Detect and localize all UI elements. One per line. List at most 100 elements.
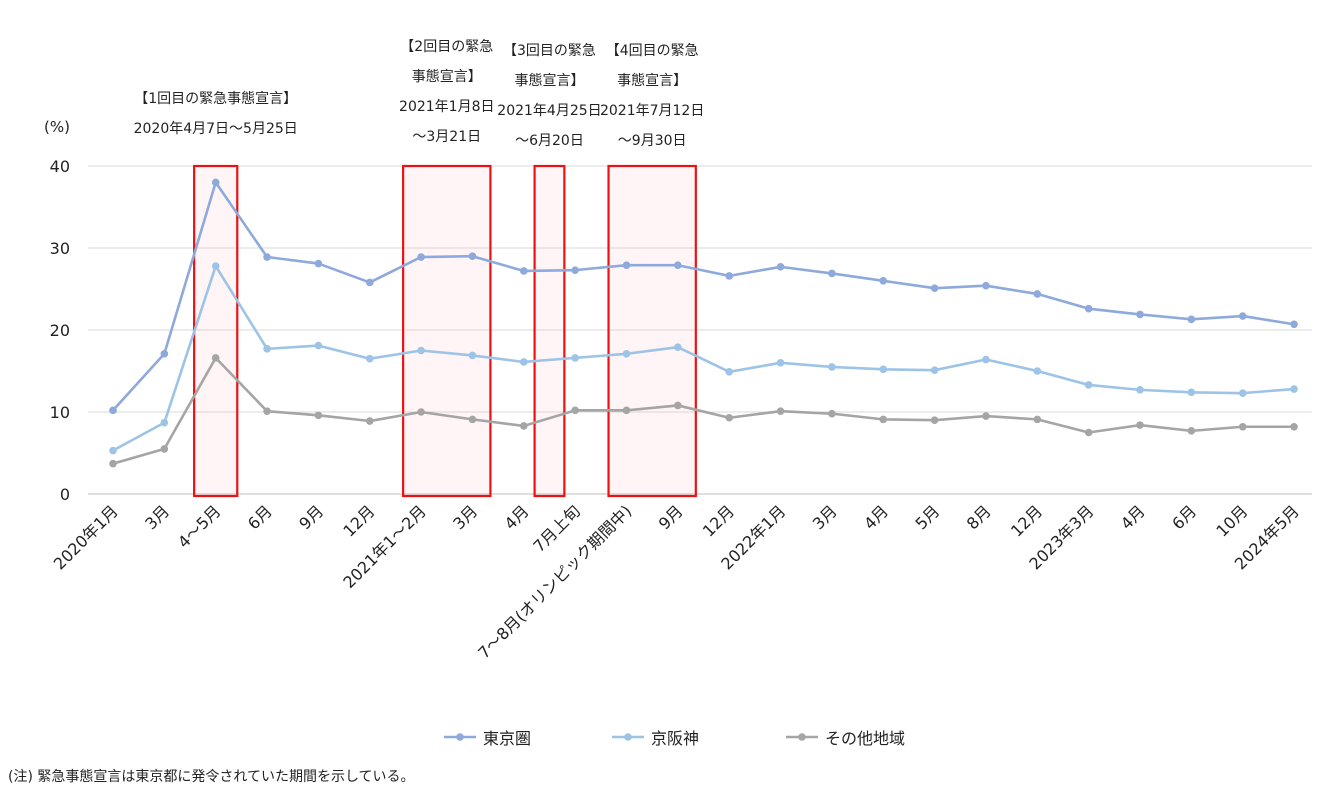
- data-point: [622, 406, 631, 415]
- data-point: [468, 415, 477, 424]
- data-point: [1033, 415, 1042, 424]
- y-axis-ticks: 0 10 20 30 40: [50, 157, 70, 504]
- data-point: [1238, 312, 1247, 320]
- series-line: [112, 181, 1295, 412]
- data-point: [365, 417, 374, 425]
- emergency-period-box: [607, 164, 697, 498]
- data-point: [674, 261, 682, 270]
- data-point: [879, 277, 888, 285]
- data-point: [160, 418, 169, 427]
- x-tick-label: 3月: [449, 501, 481, 533]
- emergency-period-box: [193, 164, 239, 498]
- footnote: (注) 緊急事態宣言は東京都に発令されていた期間を示している。: [8, 769, 415, 785]
- emergency-period-box: [402, 164, 492, 498]
- data-point: [520, 358, 528, 366]
- annotation-line: 2020年4月7日～5月25日: [133, 121, 298, 137]
- annotation-2: 【2回目の緊急 事態宣言】 2021年1月8日 ～3月21日: [347, 32, 547, 152]
- data-point: [982, 412, 990, 420]
- emergency-periods: [193, 164, 697, 498]
- data-point: [1084, 304, 1093, 313]
- data-point: [776, 407, 785, 415]
- x-tick-label: 2020年1月: [50, 501, 122, 573]
- data-point: [674, 343, 682, 352]
- data-point: [1187, 388, 1196, 397]
- legend-label: 東京圏: [483, 729, 532, 748]
- data-point: [109, 446, 117, 455]
- data-point: [1084, 381, 1093, 389]
- x-tick-label: 6月: [244, 501, 276, 533]
- data-point: [263, 345, 271, 353]
- data-point: [160, 349, 169, 358]
- data-point: [828, 269, 836, 278]
- data-point: [1290, 422, 1298, 431]
- annotation-4: 【4回目の緊急 事態宣言】 2021年7月12日 ～9月30日: [552, 36, 752, 156]
- data-point: [211, 262, 220, 270]
- x-tick-label: 12月: [1007, 501, 1046, 540]
- data-point: [828, 409, 836, 418]
- annotation-line: 【3回目の緊急: [503, 43, 596, 59]
- series-line: [112, 356, 1295, 465]
- data-point: [314, 411, 323, 420]
- x-tick-label: 12月: [699, 501, 738, 540]
- y-tick-label: 30: [50, 239, 70, 258]
- data-point: [571, 354, 579, 362]
- data-point: [160, 445, 169, 453]
- data-point: [468, 351, 477, 360]
- y-axis-label: (%): [44, 118, 70, 136]
- data-point: [520, 267, 528, 275]
- emergency-period-box: [533, 164, 566, 498]
- data-point: [725, 413, 733, 422]
- data-point: [622, 349, 631, 358]
- data-point: [1033, 367, 1042, 375]
- y-tick-label: 10: [50, 403, 70, 422]
- data-point: [1136, 310, 1144, 319]
- data-point: [776, 359, 785, 367]
- data-point: [365, 278, 374, 287]
- annotation-line: ～6月20日: [515, 133, 584, 149]
- x-tick-label: 5月: [911, 501, 943, 533]
- data-point: [1187, 315, 1196, 324]
- x-tick-label: 4月: [501, 501, 533, 533]
- data-point: [776, 263, 785, 271]
- x-tick-label: 3月: [809, 501, 841, 533]
- annotation-line: 2021年7月12日: [599, 103, 705, 119]
- data-point: [622, 261, 631, 270]
- annotation-line: 【4回目の緊急: [605, 43, 699, 59]
- legend-item: 東京圏: [443, 722, 531, 752]
- data-point: [571, 266, 579, 274]
- y-tick-label: 0: [60, 485, 70, 504]
- data-point: [1187, 427, 1196, 435]
- x-tick-label: 6月: [1168, 501, 1200, 533]
- data-point: [211, 178, 220, 187]
- annotation-line: 事態宣言】: [411, 69, 482, 85]
- data-point: [879, 415, 888, 424]
- data-point: [571, 406, 579, 415]
- data-point: [314, 341, 323, 350]
- x-tick-label: 8月: [963, 501, 995, 533]
- annotation-line: 【2回目の緊急: [400, 39, 494, 55]
- data-point: [417, 346, 425, 355]
- legend-swatch: [786, 733, 818, 741]
- data-point: [1084, 428, 1093, 437]
- data-point: [1290, 385, 1298, 393]
- data-point: [930, 284, 939, 292]
- data-point: [674, 401, 682, 410]
- data-point: [930, 366, 939, 374]
- data-point: [314, 259, 323, 268]
- legend-label: その他地域: [825, 729, 906, 748]
- series-1: [109, 262, 1298, 455]
- series-0: [109, 178, 1298, 415]
- x-tick-label: 12月: [339, 501, 378, 540]
- data-point: [828, 363, 836, 371]
- x-tick-label: 9月: [295, 501, 327, 533]
- data-point: [211, 354, 220, 362]
- annotation-line: 【1回目の緊急事態宣言】: [134, 91, 298, 107]
- annotation-3: 【3回目の緊急 事態宣言】 2021年4月25日 ～6月20日: [449, 36, 649, 156]
- data-point: [520, 422, 528, 430]
- data-point: [109, 406, 117, 415]
- annotation-line: 2021年1月8日: [399, 99, 495, 115]
- data-point: [982, 355, 990, 364]
- series-group: [109, 178, 1298, 468]
